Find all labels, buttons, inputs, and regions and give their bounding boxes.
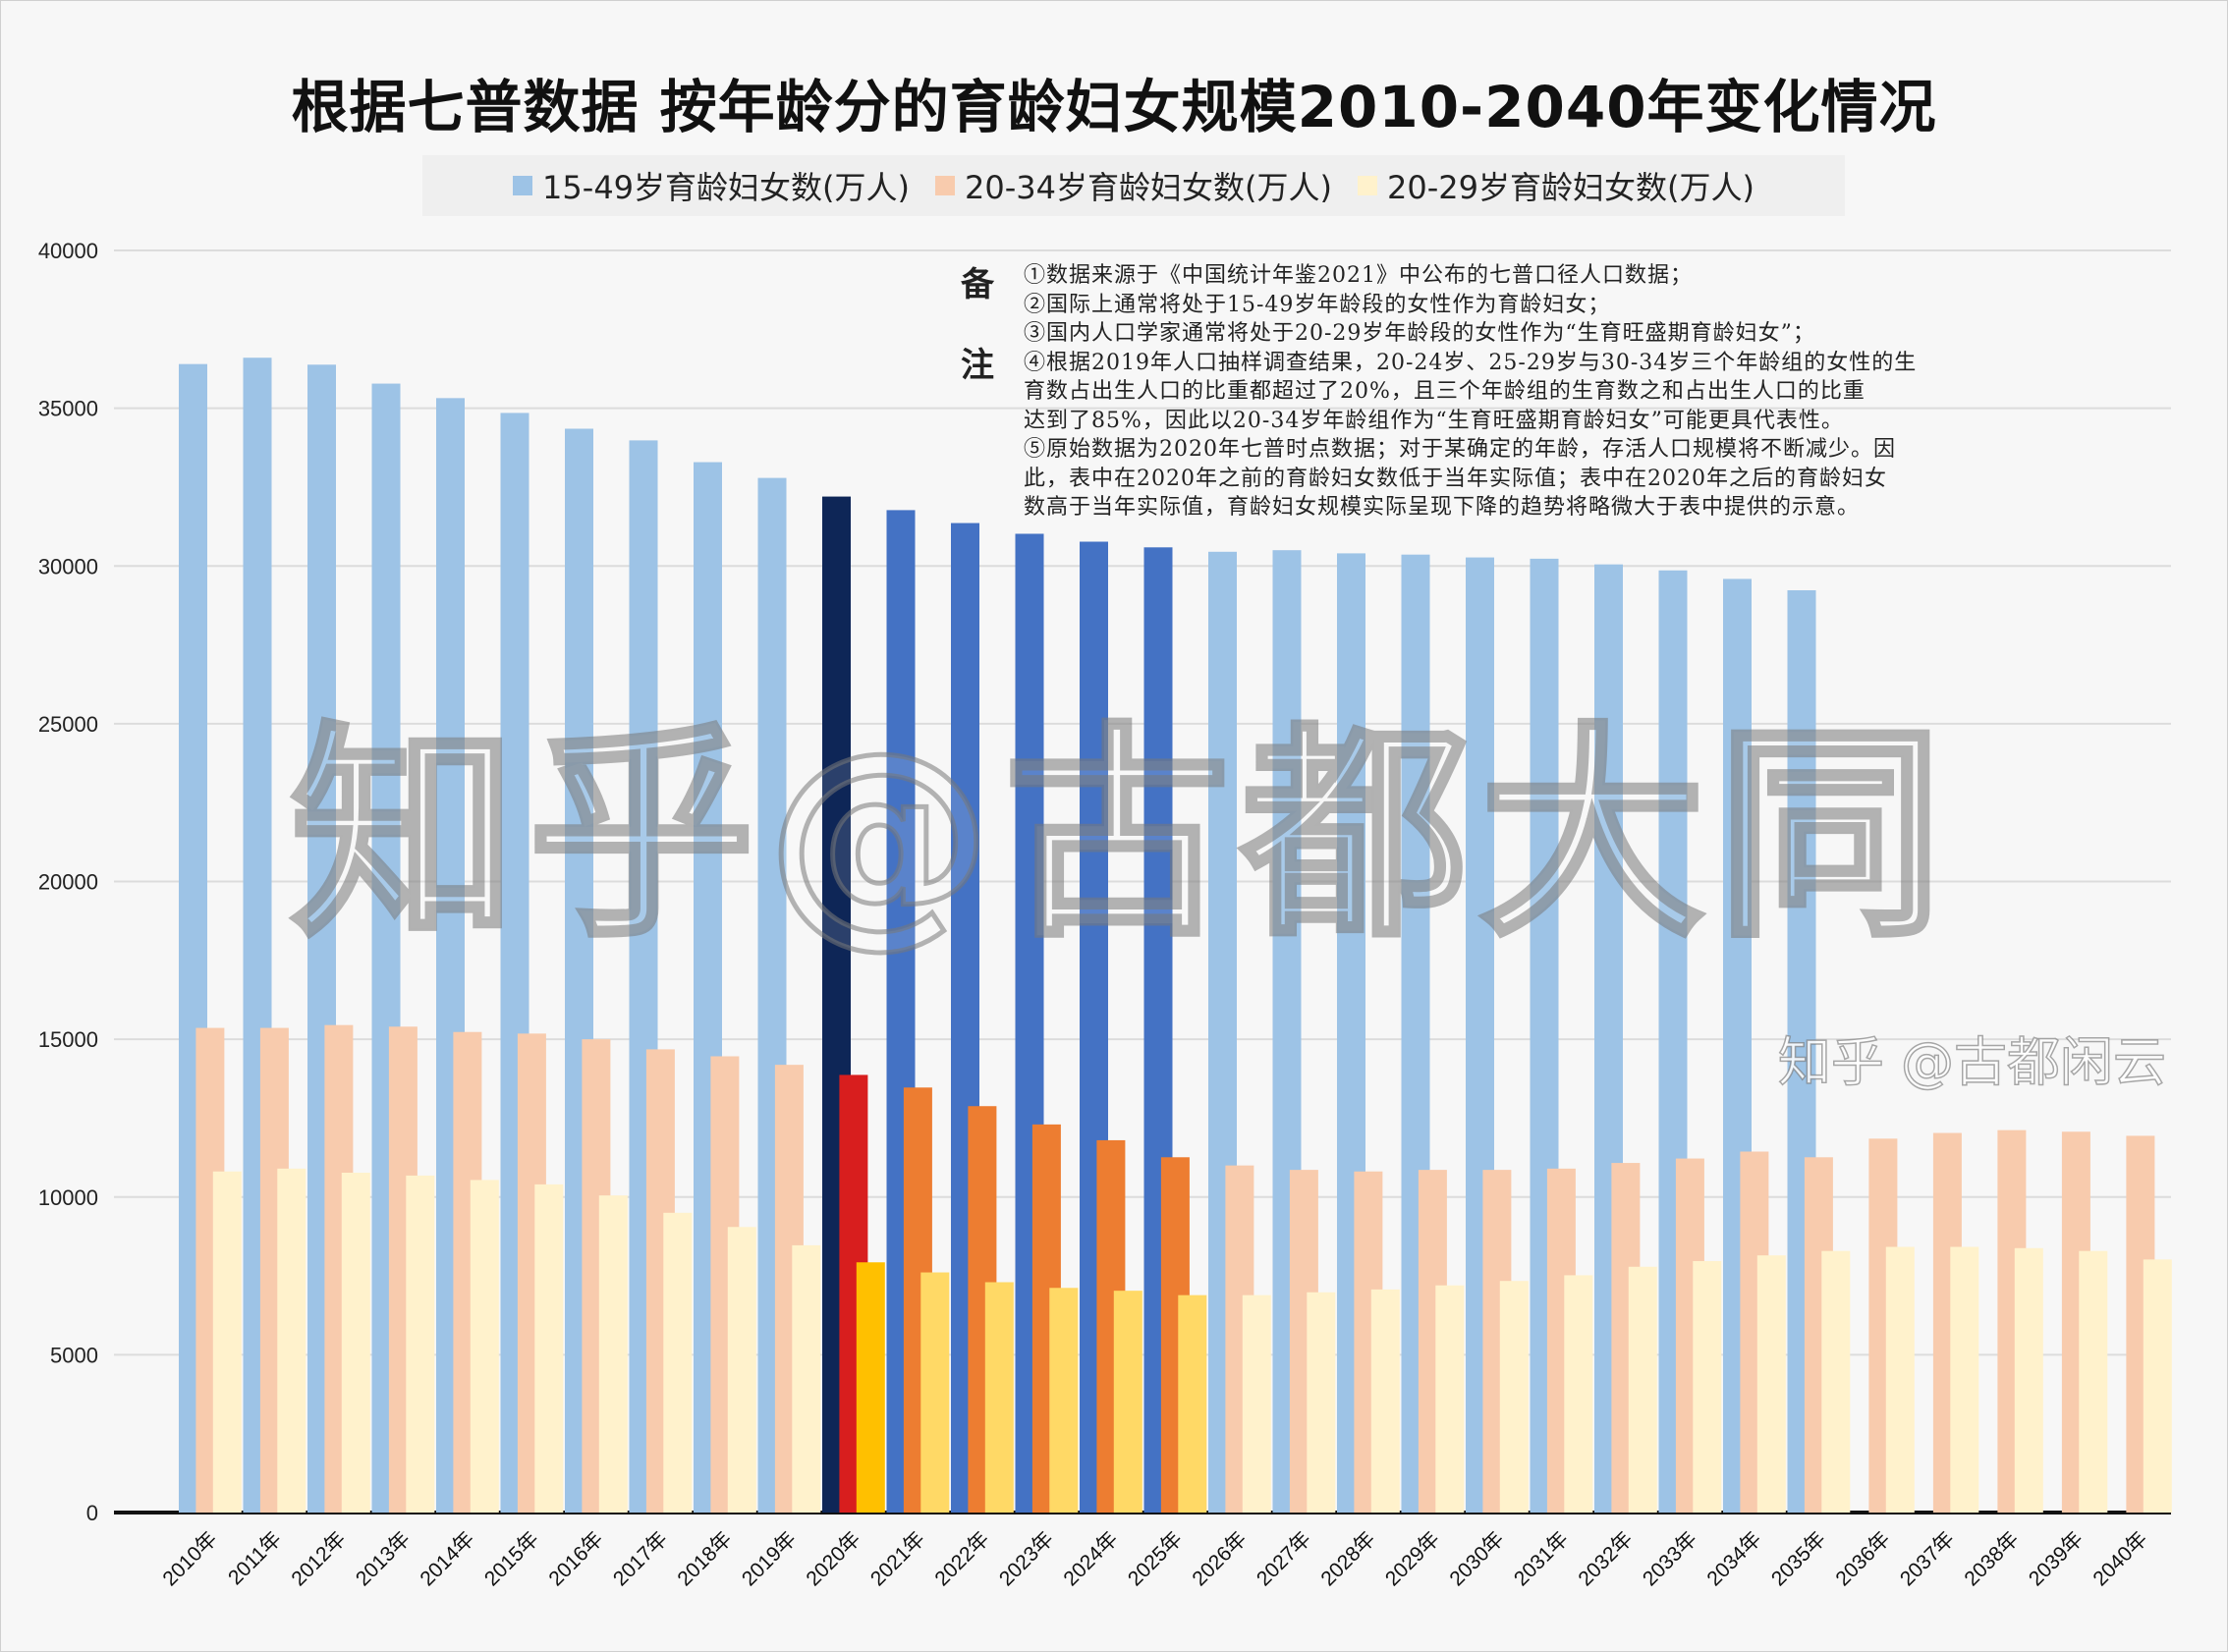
bar-20-29-2013年: [406, 1175, 435, 1513]
x-tick-label: 2010年: [158, 1527, 221, 1590]
bar-20-29-2036年: [1885, 1246, 1915, 1513]
x-tick-label: 2036年: [1831, 1527, 1894, 1590]
x-tick-label: 2030年: [1445, 1527, 1508, 1590]
bar-20-29-2037年: [1950, 1246, 1979, 1513]
bar-20-29-2021年: [920, 1272, 950, 1513]
x-tick-label: 2034年: [1702, 1527, 1765, 1590]
legend-label: 20-29岁育龄妇女数(万人): [1386, 169, 1755, 206]
bar-20-29-2017年: [663, 1212, 693, 1513]
x-tick-label: 2016年: [544, 1527, 607, 1590]
legend-swatch: [513, 176, 533, 195]
bar-20-29-2016年: [598, 1195, 628, 1513]
notes-label-top: 备: [961, 265, 994, 304]
bar-20-29-2039年: [2079, 1250, 2108, 1513]
note-line: ④根据2019年人口抽样调查结果，20-24岁、25-29岁与30-34岁三个年…: [1024, 350, 1918, 375]
x-tick-label: 2019年: [738, 1527, 801, 1590]
x-tick-label: 2021年: [866, 1527, 929, 1590]
bar-20-29-2035年: [1821, 1250, 1851, 1513]
x-tick-label: 2037年: [1896, 1527, 1959, 1590]
y-tick-label: 20000: [38, 870, 98, 895]
bar-20-29-2030年: [1499, 1281, 1529, 1513]
bar-20-29-2012年: [341, 1173, 370, 1513]
note-line: 数高于当年实际值，育龄妇女规模实际呈现下降的趋势将略微大于表中提供的示意。: [1024, 495, 1861, 520]
bar-20-29-2034年: [1756, 1255, 1786, 1513]
bar-20-29-2015年: [534, 1184, 564, 1513]
bar-20-29-2011年: [277, 1168, 306, 1513]
x-tick-label: 2028年: [1316, 1527, 1379, 1590]
x-tick-label: 2017年: [609, 1527, 672, 1590]
bar-20-29-2010年: [212, 1171, 242, 1513]
note-line: 此，表中在2020年之前的育龄妇女数低于当年实际值；表中在2020年之后的育龄妇…: [1024, 466, 1887, 491]
x-tick-label: 2029年: [1381, 1527, 1444, 1590]
bar-20-29-2028年: [1370, 1289, 1400, 1513]
y-tick-label: 5000: [50, 1343, 98, 1367]
x-tick-label: 2022年: [930, 1527, 993, 1590]
bar-20-29-2040年: [2143, 1259, 2172, 1513]
x-tick-label: 2020年: [802, 1527, 864, 1590]
legend-item-20-29: 20-29岁育龄妇女数(万人): [1357, 163, 1755, 208]
note-line: ①数据来源于《中国统计年鉴2021》中公布的七普口径人口数据；: [1024, 263, 1693, 288]
legend-item-20-34: 20-34岁育龄妇女数(万人): [935, 163, 1332, 208]
legend-item-15-49: 15-49岁育龄妇女数(万人): [513, 163, 910, 208]
chart-title: 根据七普数据 按年龄分的育龄妇女规模2010-2040年变化情况: [291, 74, 1937, 140]
x-tick-label: 2039年: [2025, 1527, 2088, 1590]
bar-20-29-2014年: [470, 1180, 499, 1513]
bar-20-29-2033年: [1693, 1260, 1722, 1513]
x-tick-label: 2014年: [416, 1527, 478, 1590]
x-tick-label: 2031年: [1510, 1527, 1573, 1590]
x-tick-label: 2015年: [480, 1527, 543, 1590]
bar-20-29-2032年: [1628, 1266, 1657, 1513]
note-line: ③国内人口学家通常将处于20-29岁年龄段的女性作为“生育旺盛期育龄妇女”；: [1024, 321, 1815, 346]
watermark-corner: 知乎 @古都闲云: [1778, 1031, 2166, 1093]
x-tick-label: 2024年: [1059, 1527, 1122, 1590]
x-tick-label: 2018年: [673, 1527, 736, 1590]
notes-label-bottom: 注: [961, 346, 994, 385]
y-tick-label: 40000: [38, 239, 98, 263]
y-tick-label: 35000: [38, 397, 98, 421]
note-line: ②国际上通常将处于15-49岁年龄段的女性作为育龄妇女；: [1024, 292, 1611, 317]
legend-swatch: [1357, 176, 1377, 195]
y-tick-label: 10000: [38, 1185, 98, 1210]
bar-20-29-2022年: [984, 1282, 1014, 1513]
legend-swatch: [935, 176, 956, 195]
bar-20-29-2019年: [792, 1244, 821, 1513]
legend-label: 20-34岁育龄妇女数(万人): [965, 169, 1332, 206]
bar-20-29-2029年: [1435, 1285, 1465, 1513]
x-tick-label: 2032年: [1574, 1527, 1637, 1590]
x-tick-label: 2038年: [1960, 1527, 2023, 1590]
legend: 15-49岁育龄妇女数(万人) 20-34岁育龄妇女数(万人) 20-29岁育龄…: [422, 155, 1845, 216]
x-tick-label: 2033年: [1639, 1527, 1701, 1590]
note-line: ⑤原始数据为2020年七普时点数据；对于某确定的年龄，存活人口规模将不断减少。因: [1024, 437, 1896, 462]
x-tick-label: 2013年: [352, 1527, 415, 1590]
x-tick-label: 2012年: [287, 1527, 350, 1590]
bar-20-29-2024年: [1113, 1291, 1142, 1513]
x-tick-label: 2027年: [1253, 1527, 1315, 1590]
watermark: 知乎@古都大同: [291, 705, 1955, 967]
y-tick-label: 30000: [38, 554, 98, 578]
bar-20-29-2023年: [1049, 1288, 1079, 1513]
bar-20-29-2031年: [1564, 1275, 1593, 1513]
x-tick-label: 2023年: [995, 1527, 1058, 1590]
x-tick-label: 2026年: [1188, 1527, 1251, 1590]
x-tick-label: 2011年: [224, 1527, 286, 1589]
y-tick-label: 0: [86, 1501, 98, 1525]
x-tick-label: 2035年: [1767, 1527, 1830, 1590]
note-line: 育数占出生人口的比重都超过了20%，且三个年龄组的生育数之和占出生人口的比重: [1024, 379, 1866, 404]
bar-20-29-2026年: [1242, 1294, 1271, 1513]
legend-label: 15-49岁育龄妇女数(万人): [542, 169, 911, 206]
bar-20-29-2025年: [1178, 1294, 1207, 1513]
bar-20-29-2018年: [727, 1227, 756, 1513]
y-tick-label: 25000: [38, 712, 98, 737]
note-line: 达到了85%，因此以20-34岁年龄组作为“生育旺盛期育龄妇女”可能更具代表性。: [1024, 408, 1844, 433]
x-tick-label: 2040年: [2089, 1527, 2151, 1590]
x-tick-label: 2025年: [1124, 1527, 1187, 1590]
y-tick-label: 15000: [38, 1027, 98, 1052]
bar-20-29-2038年: [2014, 1247, 2043, 1513]
bar-20-29-2027年: [1307, 1292, 1336, 1513]
bar-20-29-2020年: [856, 1262, 885, 1513]
